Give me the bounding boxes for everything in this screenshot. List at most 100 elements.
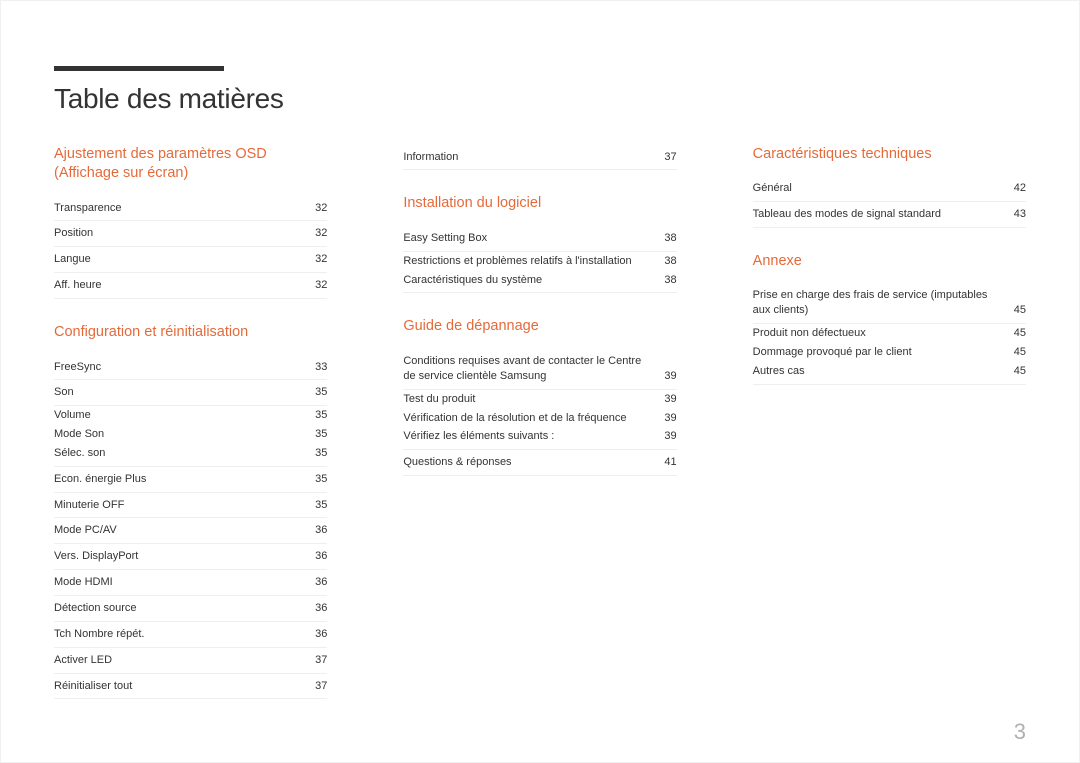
toc-entry[interactable]: Vérifiez les éléments suivants :39 (403, 427, 676, 450)
toc-entry[interactable]: Minuterie OFF35 (54, 493, 327, 519)
toc-entry-page: 33 (315, 360, 327, 375)
toc-entry[interactable]: Langue32 (54, 247, 327, 273)
toc-entry-page: 32 (315, 201, 327, 216)
toc-entry[interactable]: Prise en charge des frais de service (im… (753, 283, 1026, 324)
section-entries: Conditions requises avant de contacter l… (403, 349, 676, 476)
toc-entry-page: 39 (664, 429, 676, 444)
toc-entry[interactable]: FreeSync33 (54, 355, 327, 381)
toc-entry[interactable]: Easy Setting Box38 (403, 226, 676, 252)
toc-entry-label: Mode HDMI (54, 575, 315, 590)
toc-entry-page: 36 (315, 601, 327, 616)
toc-entry-page: 39 (664, 392, 676, 407)
section-entries: Easy Setting Box38Restrictions et problè… (403, 226, 676, 294)
toc-entry-label: Test du produit (403, 392, 664, 407)
toc-entry-label: Mode Son (54, 427, 315, 442)
toc-entry-page: 37 (664, 150, 676, 165)
toc-columns: Ajustement des paramètres OSD (Affichage… (54, 145, 1026, 724)
toc-entry[interactable]: Son35 (54, 380, 327, 406)
toc-entry-page: 42 (1014, 181, 1026, 196)
toc-entry-page: 45 (1014, 345, 1026, 360)
section-entries: Information37 (403, 145, 676, 171)
toc-entry-label: Mode PC/AV (54, 523, 315, 538)
toc-entry-label: Prise en charge des frais de service (im… (753, 288, 1014, 318)
section-entries: Prise en charge des frais de service (im… (753, 283, 1026, 384)
toc-entry-page: 38 (664, 231, 676, 246)
toc-entry-page: 45 (1014, 303, 1026, 318)
toc-entry[interactable]: Information37 (403, 145, 676, 171)
toc-entry-page: 41 (664, 455, 676, 470)
toc-entry[interactable]: Général42 (753, 176, 1026, 202)
toc-entry-label: Transparence (54, 201, 315, 216)
toc-entry-label: Questions & réponses (403, 455, 664, 470)
page-number: 3 (1014, 719, 1026, 745)
toc-entry-label: Information (403, 150, 664, 165)
toc-entry-page: 35 (315, 385, 327, 400)
toc-entry-page: 32 (315, 278, 327, 293)
toc-entry[interactable]: Autres cas45 (753, 362, 1026, 385)
toc-entry-page: 35 (315, 472, 327, 487)
page-content: Table des matières Ajustement des paramè… (54, 66, 1026, 727)
toc-entry-label: Réinitialiser tout (54, 679, 315, 694)
toc-entry[interactable]: Caractéristiques du système38 (403, 271, 676, 294)
toc-entry-page: 32 (315, 252, 327, 267)
page-title: Table des matières (54, 83, 1026, 115)
toc-entry-page: 35 (315, 446, 327, 461)
title-rule (54, 66, 224, 71)
toc-entry-label: Langue (54, 252, 315, 267)
toc-entry-label: Econ. énergie Plus (54, 472, 315, 487)
toc-entry-label: Activer LED (54, 653, 315, 668)
toc-entry-page: 32 (315, 226, 327, 241)
toc-entry[interactable]: Restrictions et problèmes relatifs à l'i… (403, 252, 676, 271)
section-entries: Transparence32Position32Langue32Aff. heu… (54, 196, 327, 299)
toc-entry[interactable]: Dommage provoqué par le client45 (753, 343, 1026, 362)
toc-entry-label: FreeSync (54, 360, 315, 375)
toc-entry[interactable]: Mode HDMI36 (54, 570, 327, 596)
toc-entry-label: Caractéristiques du système (403, 273, 664, 288)
toc-entry[interactable]: Activer LED37 (54, 648, 327, 674)
toc-entry[interactable]: Position32 (54, 221, 327, 247)
section-heading: Ajustement des paramètres OSD (Affichage… (54, 145, 327, 184)
toc-entry[interactable]: Aff. heure32 (54, 273, 327, 299)
toc-entry-label: Volume (54, 408, 315, 423)
toc-entry[interactable]: Vers. DisplayPort36 (54, 544, 327, 570)
toc-entry[interactable]: Détection source36 (54, 596, 327, 622)
toc-entry[interactable]: Tableau des modes de signal standard43 (753, 202, 1026, 228)
toc-entry[interactable]: Volume35 (54, 406, 327, 425)
toc-section: Information37 (403, 145, 676, 171)
toc-entry-label: Détection source (54, 601, 315, 616)
toc-entry-page: 45 (1014, 326, 1026, 341)
section-heading: Annexe (753, 252, 1026, 272)
section-heading: Caractéristiques techniques (753, 145, 1026, 165)
toc-entry-label: Conditions requises avant de contacter l… (403, 354, 664, 384)
toc-entry[interactable]: Produit non défectueux45 (753, 324, 1026, 343)
toc-entry-page: 38 (664, 273, 676, 288)
toc-entry-label: Produit non défectueux (753, 326, 1014, 341)
toc-entry[interactable]: Mode PC/AV36 (54, 518, 327, 544)
toc-entry-page: 35 (315, 427, 327, 442)
toc-entry[interactable]: Test du produit39 (403, 390, 676, 409)
toc-entry-label: Dommage provoqué par le client (753, 345, 1014, 360)
toc-entry-label: Tch Nombre répét. (54, 627, 315, 642)
toc-entry[interactable]: Sélec. son35 (54, 444, 327, 467)
section-heading: Configuration et réinitialisation (54, 323, 327, 343)
toc-entry[interactable]: Transparence32 (54, 196, 327, 222)
toc-entry-label: Vérifiez les éléments suivants : (403, 429, 664, 444)
toc-section: Configuration et réinitialisation FreeSyn… (54, 323, 327, 699)
toc-section: Guide de dépannageConditions requises av… (403, 317, 676, 476)
toc-entry-page: 36 (315, 523, 327, 538)
toc-entry-label: Son (54, 385, 315, 400)
toc-entry[interactable]: Econ. énergie Plus35 (54, 467, 327, 493)
toc-entry[interactable]: Conditions requises avant de contacter l… (403, 349, 676, 390)
toc-entry[interactable]: Mode Son35 (54, 425, 327, 444)
toc-entry-label: Aff. heure (54, 278, 315, 293)
toc-entry[interactable]: Tch Nombre répét.36 (54, 622, 327, 648)
toc-entry[interactable]: Vérification de la résolution et de la f… (403, 409, 676, 428)
toc-entry[interactable]: Réinitialiser tout37 (54, 674, 327, 700)
toc-entry-page: 36 (315, 627, 327, 642)
toc-entry-page: 43 (1014, 207, 1026, 222)
toc-entry-page: 45 (1014, 364, 1026, 379)
toc-entry[interactable]: Questions & réponses41 (403, 450, 676, 476)
toc-entry-label: Autres cas (753, 364, 1014, 379)
section-heading: Installation du logiciel (403, 194, 676, 214)
toc-section: Annexe Prise en charge des frais de servi… (753, 252, 1026, 385)
